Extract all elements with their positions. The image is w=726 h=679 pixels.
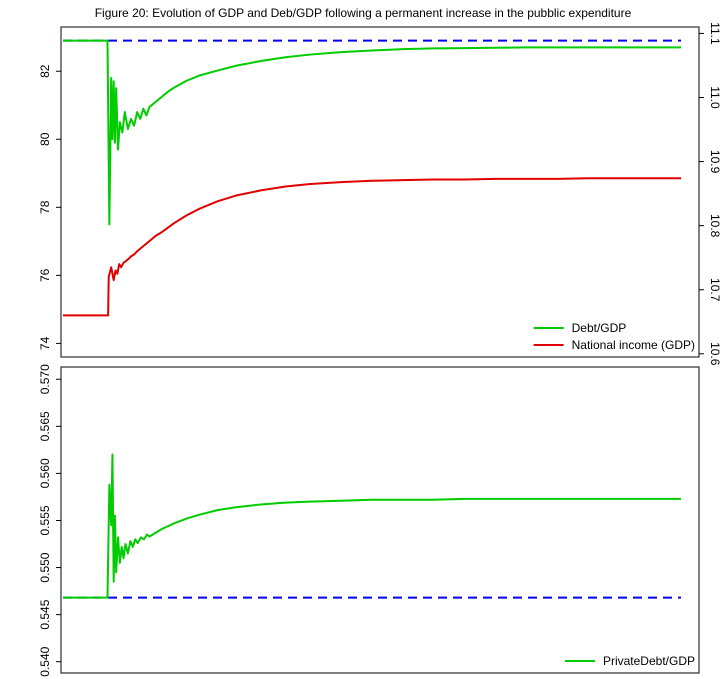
y-tick-label: 0.565 [38,411,52,441]
y-tick-label: 76 [38,268,52,282]
y2-tick-label: 10.7 [708,278,722,302]
chart-panel-2: 0.540 0.545 0.550 0.555 0.560 0.565 0.570 Priva… [38,364,700,677]
y2-tick-label: 10.9 [708,150,722,174]
legend: PrivateDebt/GDP [564,654,695,668]
legend-label: Debt/GDP [572,321,627,335]
y2-tick-label: 10.6 [708,342,722,366]
series-line-privatedebt-gdp [63,453,681,599]
series-line-national-income-gdp [63,177,681,317]
y-tick-label: 0.540 [38,646,52,676]
y2-tick-label: 10.8 [708,214,722,238]
chart-panel-1: 74 76 78 80 82 10.6 10.7 10.8 10.9 11.0 11.1 Debt/G… [38,22,722,366]
y-tick-label: 0.555 [38,505,52,535]
y-tick-label: 74 [38,336,52,350]
legend-label: PrivateDebt/GDP [603,654,695,668]
plot-frame [60,26,700,358]
y-tick-label: 82 [38,64,52,78]
y-tick-label: 80 [38,132,52,146]
y-tick-label: 0.570 [38,364,52,394]
y-tick-label: 78 [38,200,52,214]
series-line-debt-gdp [63,39,681,226]
legend: Debt/GDP National income (GDP) [533,321,695,352]
plot-frame [60,366,700,674]
legend-label: National income (GDP) [572,338,695,352]
y2-tick-label: 11.0 [708,86,722,109]
y-tick-label: 0.550 [38,552,52,582]
figure-title: Figure 20: Evolution of GDP and Deb/GDP … [94,6,632,20]
y-tick-label: 0.545 [38,599,52,629]
y-tick-label: 0.560 [38,458,52,488]
y2-tick-label: 11.1 [708,22,722,45]
